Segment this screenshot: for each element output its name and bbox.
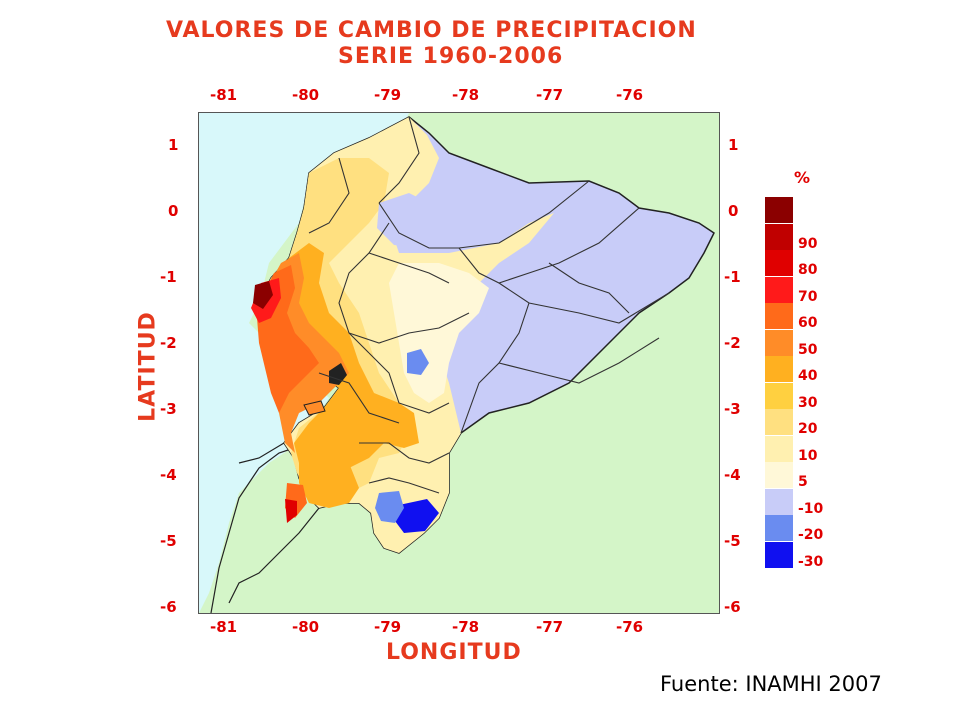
x-axis-label: LONGITUD [386, 640, 522, 665]
x-tick-bottom: -81 [210, 618, 238, 636]
zone-90 [253, 281, 273, 309]
y-tick-left: -4 [160, 466, 177, 484]
y-tick-left: -6 [160, 598, 177, 616]
legend-label: 80 [798, 262, 818, 278]
x-tick-top: -80 [292, 86, 320, 104]
y-tick-left: -3 [160, 400, 177, 418]
legend-label: 10 [798, 447, 818, 464]
legend-unit: % [794, 168, 811, 187]
zone-negative-20-center [407, 349, 429, 375]
guayas-gulf-islands [329, 363, 347, 385]
y-tick-left: 0 [168, 202, 179, 220]
x-tick-bottom: -80 [292, 618, 320, 636]
legend-swatch [765, 329, 793, 356]
x-tick-top: -77 [536, 86, 564, 104]
y-tick-right: 1 [728, 136, 739, 154]
y-tick-right: -6 [724, 598, 741, 616]
legend-swatch [765, 356, 793, 382]
pacific-ocean [199, 113, 409, 613]
x-tick-top: -79 [374, 86, 402, 104]
legend-swatch [765, 276, 793, 303]
x-tick-bottom: -77 [536, 618, 564, 636]
peru-coastline [210, 442, 310, 613]
y-tick-left: -5 [160, 532, 177, 550]
x-tick-bottom: -76 [616, 618, 644, 636]
legend-swatch [765, 488, 793, 515]
legend-swatch [765, 197, 793, 223]
map-panel [198, 112, 720, 614]
legend-swatch [765, 515, 793, 541]
x-tick-bottom: -79 [374, 618, 402, 636]
legend-label: 50 [798, 341, 818, 358]
zone-negative-30-south [395, 499, 439, 533]
y-tick-right: -5 [724, 532, 741, 550]
legend-label: 5 [798, 474, 808, 490]
legend-label: 90 [798, 235, 818, 252]
map-title-line1: VALORES DE CAMBIO DE PRECIPITACION [166, 18, 697, 43]
precipitation-map-figure: VALORES DE CAMBIO DE PRECIPITACION SERIE… [128, 14, 840, 665]
legend-swatch [765, 462, 793, 488]
map-title-line2: SERIE 1960-2006 [338, 44, 564, 69]
peru-border [228, 442, 320, 604]
legend-label: -20 [798, 527, 824, 543]
y-tick-left: -1 [160, 268, 177, 286]
y-tick-right: -3 [724, 400, 741, 418]
y-axis-label: LATITUD [135, 311, 161, 422]
legend-swatch [765, 382, 793, 409]
y-tick-left: 1 [168, 136, 179, 154]
y-tick-right: 0 [728, 202, 739, 220]
y-tick-right: -2 [724, 334, 741, 352]
legend-swatch [765, 435, 793, 462]
zone-40-south [299, 453, 359, 508]
zone-80-south [285, 499, 297, 523]
zone-negative-20-south [375, 491, 404, 523]
zone-negative-10-north [377, 193, 464, 248]
y-tick-right: -1 [724, 268, 741, 286]
legend-label: 70 [798, 288, 818, 305]
legend-swatch [765, 409, 793, 435]
legend-swatch [765, 223, 793, 250]
legend-label: 20 [798, 421, 818, 437]
legend-swatch [765, 250, 793, 276]
legend-swatch [765, 541, 793, 568]
legend-swatch [765, 303, 793, 329]
ecuador-map [199, 113, 719, 613]
source-caption: Fuente: INAMHI 2007 [660, 672, 882, 696]
y-tick-right: -4 [724, 466, 741, 484]
y-tick-left: -2 [160, 334, 177, 352]
legend-label: 40 [798, 368, 818, 384]
legend-label: 30 [798, 394, 818, 411]
legend-label: -30 [798, 553, 824, 570]
x-tick-top: -76 [616, 86, 644, 104]
legend-label: -10 [798, 500, 824, 517]
x-tick-bottom: -78 [452, 618, 480, 636]
x-tick-top: -81 [210, 86, 238, 104]
puna-island [303, 400, 326, 416]
x-tick-top: -78 [452, 86, 480, 104]
province-boundaries [308, 116, 670, 494]
legend-label: 60 [798, 315, 818, 331]
